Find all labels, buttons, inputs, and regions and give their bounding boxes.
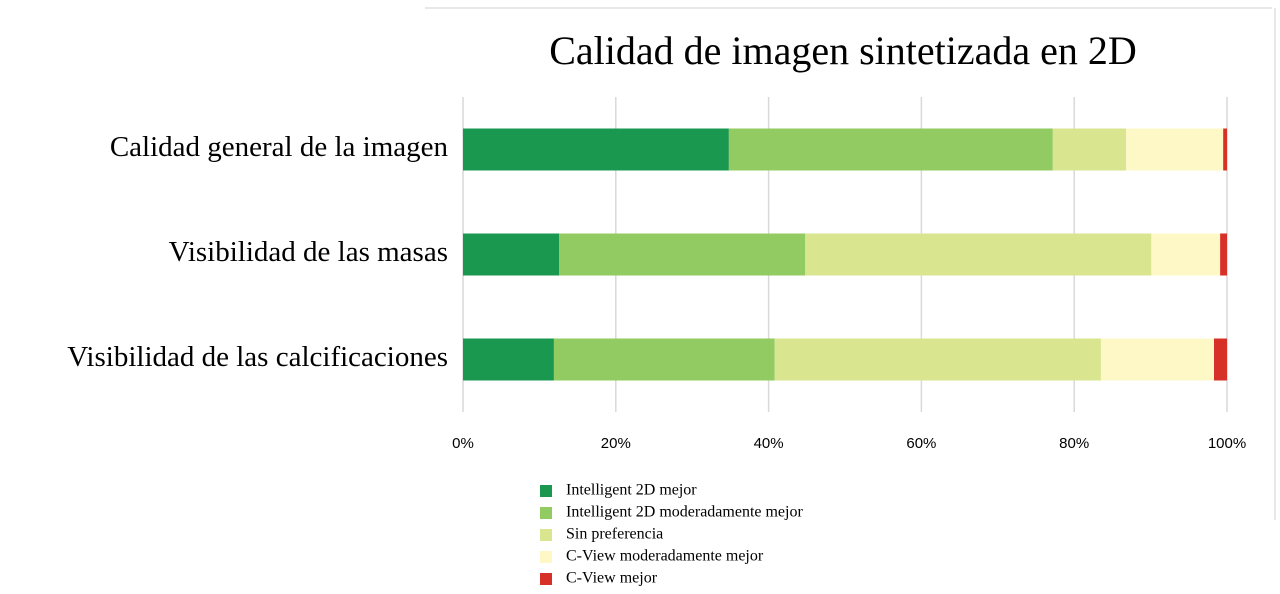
x-tick-label: 20% xyxy=(601,435,631,452)
x-tick-label: 40% xyxy=(754,435,784,452)
bar-segment xyxy=(553,338,775,381)
bar-segment xyxy=(1220,233,1227,276)
legend-label: Intelligent 2D moderadamente mejor xyxy=(566,504,803,521)
x-tick-label: 0% xyxy=(452,435,474,452)
bar-segment xyxy=(774,338,1101,381)
bar-segment xyxy=(1214,338,1227,381)
x-tick-label: 60% xyxy=(906,435,936,452)
bar-segment xyxy=(559,233,806,276)
y-tick-label: Visibilidad de las calcificaciones xyxy=(67,341,448,373)
bar-segment xyxy=(463,233,560,276)
bar-segment xyxy=(1223,128,1227,171)
bar-segment xyxy=(728,128,1053,171)
chart-title: Calidad de imagen sintetizada en 2D xyxy=(549,28,1137,73)
x-tick-label: 100% xyxy=(1208,435,1246,452)
y-tick-label: Calidad general de la imagen xyxy=(110,131,449,163)
x-tick-label: 80% xyxy=(1059,435,1089,452)
bar-segment xyxy=(1052,128,1127,171)
legend-swatch xyxy=(540,529,552,541)
legend-label: Intelligent 2D mejor xyxy=(566,482,697,499)
bar-segment xyxy=(1100,338,1215,381)
legend-swatch xyxy=(540,485,552,497)
bar-segment xyxy=(1126,128,1224,171)
bar-segment xyxy=(1151,233,1221,276)
bar-segment xyxy=(805,233,1152,276)
legend-swatch xyxy=(540,573,552,585)
legend-swatch xyxy=(540,551,552,563)
legend-swatch xyxy=(540,507,552,519)
legend-label: C-View moderadamente mejor xyxy=(566,548,764,565)
bar-segment xyxy=(463,128,729,171)
bar-segment xyxy=(463,338,554,381)
legend-label: Sin preferencia xyxy=(566,526,663,543)
legend-label: C-View mejor xyxy=(566,570,658,587)
y-tick-label: Visibilidad de las masas xyxy=(169,236,448,268)
